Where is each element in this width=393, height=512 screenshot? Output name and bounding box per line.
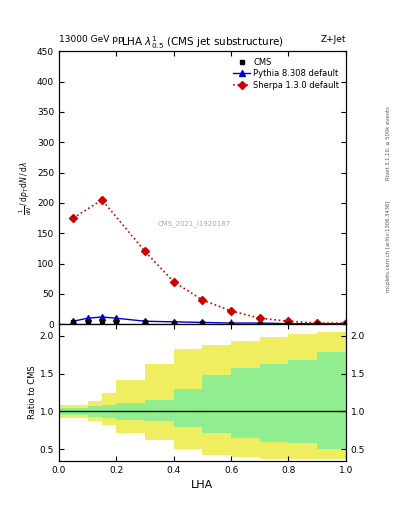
CMS — [171, 320, 176, 326]
Legend: CMS, Pythia 8.308 default, Sherpa 1.3.0 default: CMS, Pythia 8.308 default, Sherpa 1.3.0 … — [231, 55, 342, 92]
Pythia 8.308 default — [143, 318, 147, 324]
Text: Rivet 3.1.10, ≥ 500k events: Rivet 3.1.10, ≥ 500k events — [386, 106, 391, 180]
Pythia 8.308 default — [343, 321, 348, 327]
Sherpa 1.3.0 default — [343, 320, 348, 326]
Text: 13000 GeV pp: 13000 GeV pp — [59, 34, 124, 44]
Pythia 8.308 default — [315, 321, 320, 327]
CMS — [114, 319, 119, 325]
X-axis label: LHA: LHA — [191, 480, 213, 490]
Text: CMS_2021_I1920187: CMS_2021_I1920187 — [157, 220, 230, 227]
Text: mcplots.cern.ch [arXiv:1306.3436]: mcplots.cern.ch [arXiv:1306.3436] — [386, 200, 391, 291]
Pythia 8.308 default — [200, 319, 205, 326]
Pythia 8.308 default — [85, 315, 90, 321]
Title: LHA $\lambda^{1}_{0.5}$ (CMS jet substructure): LHA $\lambda^{1}_{0.5}$ (CMS jet substru… — [121, 34, 284, 51]
Pythia 8.308 default — [171, 319, 176, 325]
Pythia 8.308 default — [229, 320, 233, 326]
Pythia 8.308 default — [100, 314, 105, 320]
Sherpa 1.3.0 default — [143, 248, 147, 254]
Sherpa 1.3.0 default — [200, 297, 205, 303]
CMS — [286, 321, 291, 327]
Pythia 8.308 default — [71, 318, 75, 324]
Pythia 8.308 default — [257, 320, 262, 326]
CMS — [71, 319, 75, 326]
Sherpa 1.3.0 default — [315, 320, 320, 326]
Line: CMS: CMS — [71, 319, 348, 326]
CMS — [257, 321, 262, 327]
Y-axis label: Ratio to CMS: Ratio to CMS — [28, 366, 37, 419]
CMS — [200, 320, 205, 326]
Sherpa 1.3.0 default — [171, 279, 176, 285]
CMS — [343, 321, 348, 327]
CMS — [85, 319, 90, 325]
Line: Pythia 8.308 default: Pythia 8.308 default — [70, 314, 349, 327]
CMS — [143, 319, 147, 326]
CMS — [229, 321, 233, 327]
Sherpa 1.3.0 default — [257, 315, 262, 321]
Text: Z+Jet: Z+Jet — [320, 34, 346, 44]
CMS — [100, 318, 105, 324]
CMS — [315, 321, 320, 327]
Pythia 8.308 default — [286, 321, 291, 327]
Line: Sherpa 1.3.0 default: Sherpa 1.3.0 default — [70, 197, 349, 326]
Y-axis label: $\frac{1}{\mathrm{d}N}\,/\,\mathrm{d}p_T\,\mathrm{d}N\,/\,\mathrm{d}\lambda$: $\frac{1}{\mathrm{d}N}\,/\,\mathrm{d}p_T… — [18, 161, 34, 215]
Sherpa 1.3.0 default — [100, 197, 105, 203]
Sherpa 1.3.0 default — [229, 308, 233, 314]
Sherpa 1.3.0 default — [286, 318, 291, 324]
Sherpa 1.3.0 default — [71, 215, 75, 221]
Pythia 8.308 default — [114, 315, 119, 321]
